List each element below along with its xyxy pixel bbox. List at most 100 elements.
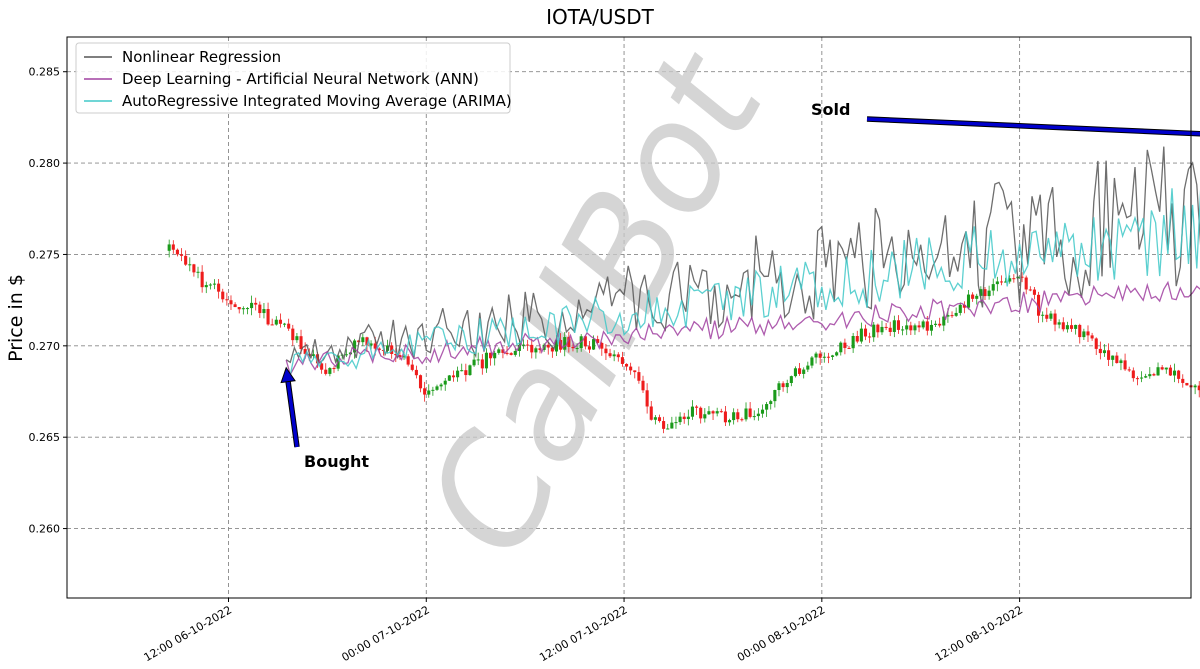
candle-body: [1177, 370, 1181, 379]
candle-body: [402, 356, 406, 358]
candle-body: [184, 255, 188, 265]
candle-body: [744, 408, 748, 420]
candle-body: [612, 354, 616, 357]
candle-body: [678, 416, 682, 423]
candle-body: [1185, 382, 1189, 386]
candle-body: [1024, 277, 1028, 290]
candle-body: [958, 304, 962, 313]
candle-body: [414, 369, 418, 376]
candle-body: [855, 336, 859, 342]
candle-body: [1119, 360, 1123, 364]
candle-body: [583, 336, 587, 347]
candle-body: [1102, 350, 1107, 354]
candle-body: [237, 307, 241, 310]
candle-body: [1061, 322, 1065, 330]
candle-body: [662, 421, 666, 429]
candle-body: [859, 328, 863, 342]
candle-body: [200, 271, 204, 288]
prediction-lines: [285, 146, 1200, 377]
candle-body: [604, 348, 608, 354]
candle-body: [196, 271, 200, 273]
candle-body: [1172, 370, 1177, 376]
candle-body: [703, 414, 707, 419]
candle-body: [839, 342, 843, 353]
candle-body: [1098, 348, 1102, 354]
legend-label: Nonlinear Regression: [122, 48, 281, 66]
candle-body: [1032, 289, 1036, 295]
candle-body: [983, 289, 987, 297]
candle-body: [954, 312, 958, 316]
candle-body: [587, 346, 591, 350]
candle-body: [390, 345, 394, 354]
candle-body: [620, 357, 624, 364]
candle-body: [925, 321, 929, 331]
candle-body: [484, 352, 488, 369]
candle-body: [1181, 378, 1185, 383]
candle-body: [633, 370, 637, 373]
candle-body: [571, 346, 575, 349]
candle-body: [629, 366, 633, 371]
candle-body: [901, 329, 905, 331]
candle-body: [785, 382, 789, 388]
candle-body: [328, 368, 332, 374]
candle-body: [254, 302, 258, 305]
candle-body: [835, 352, 839, 356]
candle-body: [699, 407, 703, 419]
series-line-2: [285, 188, 1200, 377]
candle-body: [1131, 370, 1135, 379]
candle-body: [521, 344, 526, 346]
candle-body: [1111, 355, 1115, 360]
candle-body: [921, 321, 925, 328]
candle-body: [398, 355, 402, 358]
candle-body: [929, 324, 933, 331]
candle-body: [608, 353, 612, 357]
candle-body: [1012, 278, 1016, 280]
candle-body: [361, 337, 365, 343]
candle-body: [225, 299, 229, 301]
candle-body: [567, 337, 571, 347]
candle-body: [423, 388, 427, 395]
candle-body: [1152, 374, 1156, 376]
candle-body: [1156, 367, 1160, 376]
candle-body: [435, 386, 439, 390]
candle-body: [332, 368, 336, 370]
candle-body: [822, 356, 826, 358]
arrow-shaft: [286, 381, 299, 448]
candle-body: [320, 363, 324, 370]
candle-body: [468, 365, 472, 376]
candle-body: [592, 339, 596, 350]
candle-body: [760, 409, 765, 414]
candle-body: [1028, 289, 1032, 291]
candle-body: [1004, 281, 1008, 283]
candlesticks: [167, 239, 1200, 434]
candle-body: [250, 302, 254, 309]
legend-label: Deep Learning - Artificial Neural Networ…: [122, 70, 479, 88]
candle-body: [727, 420, 732, 423]
candle-body: [217, 283, 221, 292]
candle-body: [966, 294, 971, 308]
candle-body: [447, 375, 451, 381]
candle-body: [283, 323, 287, 325]
candle-body: [975, 295, 979, 299]
candle-body: [946, 315, 950, 317]
candle-body: [1164, 367, 1168, 370]
candle-body: [1065, 325, 1069, 330]
candle-body: [1168, 367, 1172, 376]
annotation-sold: Sold: [811, 100, 850, 119]
series-line-0: [285, 146, 1200, 365]
candle-body: [505, 352, 509, 354]
candle-body: [649, 406, 653, 420]
candle-body: [377, 348, 381, 350]
candle-body: [740, 419, 744, 421]
candle-body: [1135, 378, 1139, 380]
candle-body: [1045, 314, 1049, 319]
legend: Nonlinear Regression Deep Learning - Arti…: [75, 42, 512, 114]
candle-body: [624, 363, 629, 367]
candle-body: [443, 380, 447, 385]
candle-body: [266, 309, 270, 325]
candle-body: [777, 383, 781, 391]
candle-body: [938, 323, 942, 326]
candle-body: [517, 344, 521, 351]
candle-body: [723, 411, 727, 423]
legend-box: [75, 42, 511, 114]
